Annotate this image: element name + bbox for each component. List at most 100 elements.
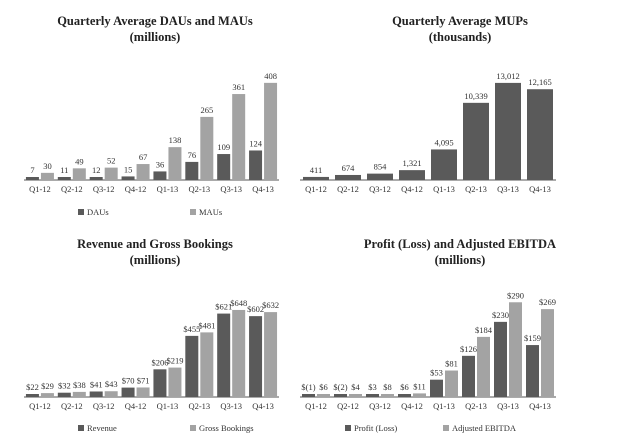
data-label: 674 [342, 163, 356, 173]
data-label: 408 [264, 71, 277, 81]
data-label: 411 [310, 165, 322, 175]
x-tick-label: Q2-12 [61, 401, 83, 411]
bar-profit-loss- [398, 394, 411, 397]
bar-profit-loss- [430, 379, 443, 397]
bar-mups [495, 82, 521, 180]
data-label: $(1) [301, 382, 315, 392]
data-label: 12 [92, 165, 101, 175]
bar-mups [303, 176, 329, 180]
legend-swatch [345, 425, 351, 431]
bar-daus [121, 176, 135, 180]
data-label: 52 [107, 156, 116, 166]
x-tick-label: Q4-13 [252, 184, 274, 194]
bar-gross-bookings [264, 312, 278, 397]
legend-swatch [190, 209, 196, 215]
data-label: 30 [43, 161, 52, 171]
x-tick-label: Q1-13 [157, 401, 179, 411]
x-tick-label: Q4-12 [401, 184, 423, 194]
x-tick-label: Q2-13 [465, 184, 487, 194]
bar-maus [136, 164, 150, 180]
data-label: $621 [215, 302, 232, 312]
bar-maus [40, 172, 54, 180]
data-label: 11 [60, 165, 68, 175]
x-tick-label: Q4-13 [529, 401, 551, 411]
bar-gross-bookings [200, 332, 214, 397]
x-tick-label: Q1-13 [157, 184, 179, 194]
bar-revenue [249, 316, 263, 397]
data-label: 7 [30, 165, 34, 175]
data-label: $70 [122, 376, 135, 386]
data-label: 1,321 [402, 158, 421, 168]
data-label: $632 [262, 300, 279, 310]
legend-label: Adjusted EBITDA [452, 423, 517, 433]
bar-gross-bookings [72, 391, 86, 397]
data-label: $206 [151, 357, 168, 367]
data-label: 12,165 [528, 77, 551, 87]
bar-profit-loss- [494, 321, 507, 397]
bar-revenue [57, 392, 71, 397]
x-tick-label: Q3-13 [497, 184, 519, 194]
bar-maus [168, 147, 182, 180]
x-tick-label: Q1-13 [433, 401, 455, 411]
x-tick-label: Q2-12 [337, 401, 359, 411]
data-label: 67 [139, 152, 148, 162]
bar-revenue [25, 394, 39, 397]
bar-daus [217, 154, 231, 180]
data-label: $602 [247, 304, 264, 314]
bar-maus [104, 167, 118, 180]
chart-title: Profit (Loss) and Adjusted EBITDA [364, 237, 556, 251]
legend-label: DAUs [87, 207, 109, 217]
bar-adjusted-ebitda [349, 394, 362, 397]
chart-subtitle: (millions) [435, 253, 486, 267]
data-label: $230 [492, 310, 509, 320]
x-tick-label: Q3-13 [220, 184, 242, 194]
chart-revenue-bookings: Revenue and Gross Bookings (millions) Q1… [24, 237, 279, 433]
x-tick-label: Q3-12 [369, 401, 391, 411]
data-label: 13,012 [496, 71, 519, 81]
bar-gross-bookings [168, 367, 182, 397]
x-tick-label: Q2-12 [337, 184, 359, 194]
data-label: $290 [507, 290, 524, 300]
bar-adjusted-ebitda [413, 393, 426, 397]
chart-mups: Quarterly Average MUPs (thousands) Q1-12… [300, 14, 556, 194]
data-label: $53 [430, 368, 443, 378]
bar-gross-bookings [136, 387, 150, 397]
bar-mups [431, 149, 457, 180]
data-label: $126 [460, 344, 477, 354]
bar-profit-loss- [334, 394, 347, 397]
data-label: $(2) [333, 382, 347, 392]
data-label: $43 [105, 379, 118, 389]
x-tick-label: Q1-12 [29, 401, 51, 411]
bar-profit-loss- [462, 355, 475, 397]
data-label: $71 [137, 375, 150, 385]
data-label: 361 [232, 82, 245, 92]
bar-gross-bookings [40, 393, 54, 397]
x-tick-label: Q3-12 [369, 184, 391, 194]
x-tick-label: Q1-12 [305, 401, 327, 411]
data-label: 4,095 [434, 137, 453, 147]
bar-adjusted-ebitda [541, 309, 554, 397]
bar-mups [367, 173, 393, 180]
data-label: $648 [230, 298, 247, 308]
data-label: 49 [75, 156, 84, 166]
data-label: $22 [26, 382, 39, 392]
bar-maus [72, 168, 86, 180]
legend-label: Revenue [87, 423, 117, 433]
data-label: $29 [41, 381, 54, 391]
legend-swatch [190, 425, 196, 431]
bar-maus [232, 94, 246, 180]
chart-title: Quarterly Average MUPs [392, 14, 528, 28]
data-label: 124 [249, 138, 263, 148]
data-label: $3 [368, 382, 377, 392]
chart-subtitle: (millions) [130, 253, 181, 267]
bar-maus [200, 116, 214, 180]
data-label: 36 [156, 159, 165, 169]
x-tick-label: Q3-12 [93, 184, 115, 194]
x-tick-label: Q4-12 [401, 401, 423, 411]
bar-daus [185, 161, 199, 180]
data-label: $8 [383, 382, 392, 392]
bar-revenue [217, 313, 231, 397]
data-label: $4 [351, 382, 360, 392]
chart-title: Revenue and Gross Bookings [77, 237, 233, 251]
